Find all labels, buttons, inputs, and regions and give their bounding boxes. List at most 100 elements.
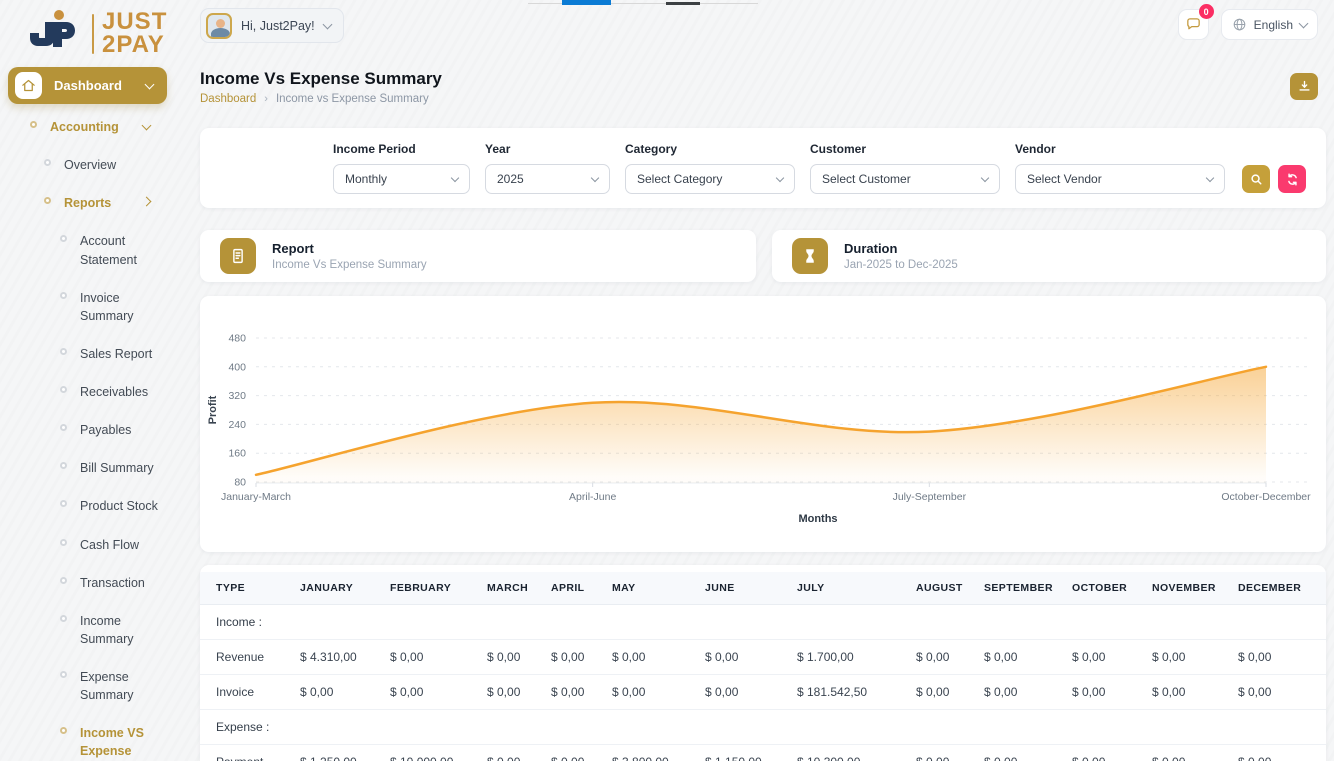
table-cell-value: $ 0,00 [390, 639, 487, 675]
selected-value: Select Vendor [1027, 172, 1102, 186]
brand-logo[interactable]: JUST 2PAY [26, 8, 167, 60]
y-tick-label: 480 [228, 333, 246, 345]
sidebar-item-income-summary[interactable]: Income Summary [0, 602, 176, 658]
bullet-icon [60, 462, 67, 470]
sidebar-item-expense-summary[interactable]: Expense Summary [0, 658, 176, 714]
table-cell-value: $ 10.300,00 [797, 744, 916, 761]
profit-chart-card: 480 400 320 240 160 80 January-March April-June… [200, 296, 1326, 552]
table-cell-value: $ 0,00 [487, 744, 551, 761]
table-cell-value: $ 181.542,50 [797, 674, 916, 710]
sidebar-item-label: Payables [80, 423, 132, 438]
top-artifact-line [528, 3, 758, 4]
profit-line [254, 365, 1268, 477]
sidebar-item-sales-report[interactable]: Sales Report [0, 335, 176, 373]
sidebar-item-label: Bill Summary [80, 461, 154, 476]
sidebar: JUST 2PAY Dashboard Accounting Overview Re… [0, 0, 192, 761]
download-button[interactable] [1290, 73, 1318, 100]
globe-icon [1233, 18, 1245, 31]
selected-value: Select Customer [822, 172, 911, 186]
breadcrumb-current: Income vs Expense Summary [275, 93, 429, 105]
notification-badge: 0 [1198, 4, 1214, 19]
x-tick-label: October-December [1221, 491, 1311, 503]
brand-name-bottom: 2PAY [102, 31, 165, 58]
sidebar-item-transaction[interactable]: Transaction [0, 564, 176, 602]
table-cell-value: $ 1.700,00 [797, 639, 916, 675]
search-button[interactable] [1242, 165, 1270, 193]
table-section-label: Expense : [200, 709, 1326, 745]
bullet-icon [44, 159, 51, 167]
sidebar-item-invoice-summary[interactable]: Invoice Summary [0, 279, 176, 335]
bullet-icon [30, 121, 37, 128]
user-menu-button[interactable]: Hi, Just2Pay! [200, 8, 344, 43]
profit-area-chart[interactable]: 480 400 320 240 160 80 January-March April-June… [200, 296, 1326, 552]
sidebar-item-reports[interactable]: Reports [0, 184, 176, 222]
report-icon [220, 238, 256, 274]
table-header-row: TYPE JANUARY FEBRUARY MARCH APRIL MAY JUNE JULY… [200, 572, 1326, 605]
table-cell-value: $ 0,00 [612, 674, 705, 710]
download-icon [1298, 80, 1310, 91]
sidebar-item-income-vs-expense[interactable]: Income VS Expense [0, 714, 176, 761]
hourglass-icon [792, 238, 828, 274]
table-cell-value: $ 0,00 [300, 674, 390, 710]
sidebar-item-cash-flow[interactable]: Cash Flow [0, 526, 176, 564]
sidebar-item-payables[interactable]: Payables [0, 411, 176, 449]
chevron-down-icon [1205, 173, 1215, 182]
report-card-subtitle: Income Vs Expense Summary [272, 259, 427, 271]
language-selector[interactable]: English [1220, 9, 1318, 40]
sidebar-item-accounting[interactable]: Accounting [0, 108, 176, 146]
bullet-icon [60, 538, 67, 546]
chevron-down-icon [144, 79, 155, 89]
filter-field-income-period: Income Period Monthly [333, 142, 470, 194]
chevron-right-icon [141, 196, 152, 207]
sidebar-item-dashboard[interactable]: Dashboard [8, 67, 167, 104]
income-expense-table-card: TYPE JANUARY FEBRUARY MARCH APRIL MAY JUNE JULY… [200, 565, 1326, 761]
table-row-label: Invoice [200, 674, 300, 710]
chevron-down-icon [775, 173, 785, 182]
sidebar-item-account-statement[interactable]: Account Statement [0, 222, 176, 278]
y-tick-label: 160 [228, 448, 246, 460]
search-icon [1250, 173, 1261, 184]
filter-panel: Income Period Monthly Year 2025 Category Sele… [200, 128, 1326, 208]
filter-label: Customer [810, 142, 867, 156]
filter-field-category: Category Select Category [625, 142, 795, 194]
breadcrumb-dashboard-link[interactable]: Dashboard [200, 93, 257, 105]
filter-buttons [1242, 165, 1306, 193]
selected-value: Select Category [637, 172, 723, 186]
table-header-cell: JULY [797, 572, 916, 605]
brand-logo-divider [92, 14, 94, 54]
table-header-cell: OCTOBER [1072, 572, 1152, 605]
table-header-cell: JANUARY [300, 572, 390, 605]
table-header-cell: NOVEMBER [1152, 572, 1238, 605]
user-greeting: Hi, Just2Pay! [241, 18, 315, 33]
category-select[interactable]: Select Category [625, 164, 795, 194]
table-cell-value: $ 0,00 [551, 674, 612, 710]
table-cell-value: $ 4.310,00 [300, 639, 390, 675]
table-cell-value: $ 1.250,00 [300, 744, 390, 761]
sidebar-item-receivables[interactable]: Receivables [0, 373, 176, 411]
table-cell-value: $ 0,00 [1238, 744, 1326, 761]
table-header-cell: TYPE [200, 572, 300, 605]
report-card-title: Report [272, 241, 314, 256]
duration-card: Duration Jan-2025 to Dec-2025 [772, 230, 1326, 282]
duration-card-title: Duration [844, 241, 898, 256]
bullet-icon [60, 424, 67, 432]
year-select[interactable]: 2025 [485, 164, 610, 194]
sidebar-item-label: Reports [64, 196, 112, 211]
y-tick-label: 320 [228, 390, 246, 402]
table-cell-value: $ 0,00 [705, 674, 797, 710]
reset-button[interactable] [1278, 165, 1306, 193]
table-cell-value: $ 0,00 [705, 639, 797, 675]
customer-select[interactable]: Select Customer [810, 164, 1000, 194]
messages-button[interactable]: 0 [1177, 4, 1214, 40]
sidebar-item-label: Invoice Summary [80, 290, 134, 323]
table-cell-value: $ 0,00 [1152, 639, 1238, 675]
sidebar-item-bill-summary[interactable]: Bill Summary [0, 449, 176, 487]
breadcrumb-separator: › [264, 93, 268, 105]
sidebar-item-overview[interactable]: Overview [0, 146, 176, 184]
vendor-select[interactable]: Select Vendor [1015, 164, 1225, 194]
sidebar-item-label: Overview [64, 158, 117, 173]
income-period-select[interactable]: Monthly [333, 164, 470, 194]
sidebar-item-product-stock[interactable]: Product Stock [0, 487, 176, 525]
sidebar-item-label: Product Stock [80, 499, 158, 514]
filter-label: Income Period [333, 142, 416, 156]
